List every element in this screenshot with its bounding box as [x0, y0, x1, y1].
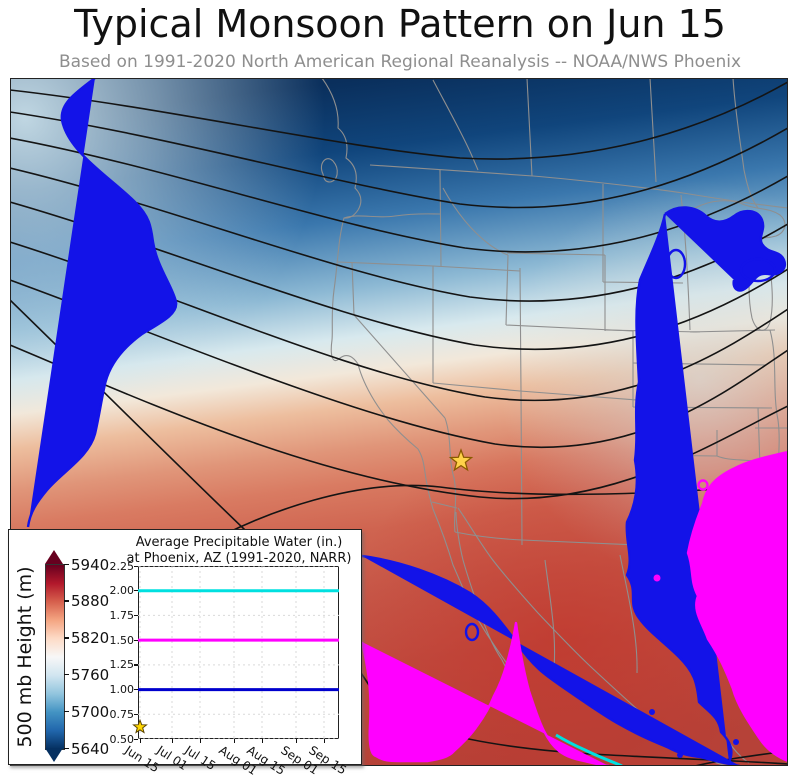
chart-ytick-mark — [134, 738, 138, 740]
chart-ytick-mark — [134, 664, 138, 666]
chart-ytick-mark — [134, 713, 138, 715]
colorbar-tick-mark — [64, 637, 69, 639]
chart-xtick-label: Jun 15 — [122, 743, 162, 776]
chart-xtick-mark — [323, 739, 325, 743]
pw-contour-magenta — [360, 450, 788, 766]
chart-ytick-label: 1.25 — [109, 658, 135, 672]
chart-ytick-label: 1.00 — [109, 683, 135, 697]
page-title: Typical Monsoon Pattern on Jun 15 — [74, 2, 726, 46]
colorbar-label: 500 mb Height (m) — [14, 566, 36, 748]
chart-xtick-label: Jul 01 — [154, 743, 191, 774]
chart-xtick-mark — [139, 739, 141, 743]
colorbar-gradient — [45, 564, 65, 750]
phoenix-star-marker — [448, 448, 474, 472]
pw-contour-cyan — [555, 733, 623, 766]
page-subtitle: Based on 1991-2020 North American Region… — [58, 52, 742, 72]
colorbar-tick-label: 5940 — [71, 555, 110, 574]
chart-ytick-label: 0.50 — [109, 732, 135, 746]
colorbar-arrow-bottom — [45, 748, 63, 762]
chart-ytick-label: 2.00 — [109, 584, 135, 598]
colorbar-arrow-top — [45, 550, 63, 564]
inset-panel: 5940 5880 5820 5760 5700 5640 500 mb Height (… — [8, 529, 362, 776]
chart-xtick-mark — [261, 739, 263, 743]
chart-xtick-mark — [199, 739, 201, 743]
colorbar-tick-label: 5880 — [71, 592, 110, 611]
chart-title-line2: at Phoenix, AZ (1991-2020, NARR) — [126, 550, 352, 566]
chart-ytick-label: 1.50 — [109, 633, 135, 647]
chart-ytick-mark — [134, 614, 138, 617]
colorbar-tick-label: 5760 — [71, 665, 110, 684]
colorbar-tick-label: 5640 — [71, 739, 110, 758]
colorbar-tick-mark — [64, 600, 69, 602]
chart-ytick-mark — [134, 565, 138, 567]
colorbar-tick-mark — [64, 710, 69, 713]
chart-title-line1: Average Precipitable Water (in.) — [135, 535, 343, 550]
chart-ytick-label: 1.75 — [109, 608, 135, 622]
colorbar-tick-mark — [64, 563, 69, 565]
colorbar-tick-label: 5820 — [71, 629, 110, 648]
colorbar-tick-label: 5700 — [71, 702, 110, 721]
chart-ytick-mark — [134, 639, 138, 641]
colorbar-tick-mark — [64, 673, 69, 676]
chart-ytick-label: 0.75 — [109, 707, 135, 721]
colorbar-tick-mark — [64, 747, 69, 749]
chart-xtick-mark — [295, 739, 297, 743]
chart-xtick-mark — [171, 739, 173, 743]
chart-title: Average Precipitable Water (in.) at Phoe… — [101, 535, 377, 566]
chart-ytick-mark — [134, 689, 138, 691]
chart-xtick-label: Jul 15 — [182, 743, 219, 774]
chart-ytick-mark — [134, 590, 138, 592]
chart-star-marker — [132, 718, 148, 734]
chart-ytick-label: 2.25 — [109, 559, 135, 573]
chart-lines — [138, 566, 339, 739]
chart-xtick-mark — [233, 739, 235, 743]
